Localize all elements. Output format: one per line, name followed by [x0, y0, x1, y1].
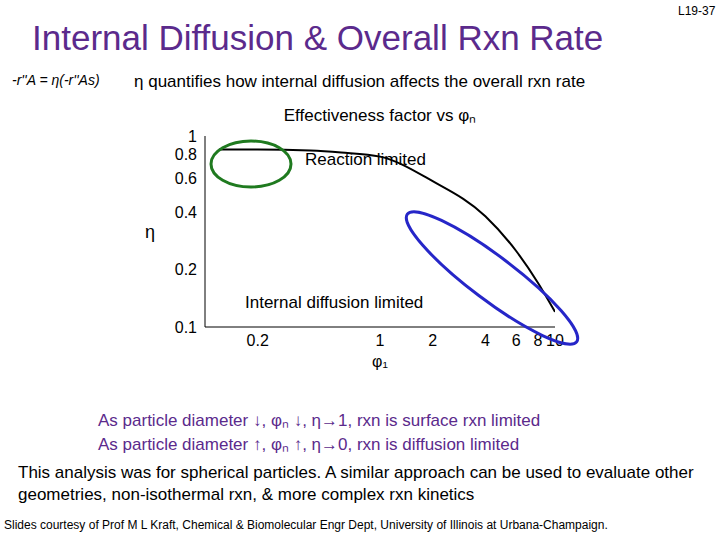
svg-text:4: 4	[481, 332, 490, 349]
svg-text:2: 2	[428, 332, 437, 349]
svg-text:0.8: 0.8	[175, 146, 197, 163]
svg-text:6: 6	[512, 332, 521, 349]
html-text:Internal diffusion limited: Internal diffusion limited	[245, 293, 424, 312]
html-text:L19-37: L19-37	[678, 4, 716, 18]
html-text:This analysis was for spherica: This analysis was for spherical particle…	[18, 463, 694, 504]
svg-text:φ₁: φ₁	[372, 353, 388, 370]
svg-text:8: 8	[534, 332, 543, 349]
svg-text:0.6: 0.6	[175, 170, 197, 187]
html-text:Internal Diffusion & Overall R: Internal Diffusion & Overall Rxn Rate	[32, 18, 604, 57]
svg-text:0.2: 0.2	[247, 332, 269, 349]
html-text:Slides courtesy of Prof M L Kr: Slides courtesy of Prof M L Kraft, Chemi…	[4, 518, 608, 532]
html-text:η quantifies how internal diff: η quantifies how internal diffusion affe…	[134, 72, 586, 91]
svg-text:0.4: 0.4	[175, 204, 197, 221]
html-text:As particle diameter ↑, φₙ ↑,: As particle diameter ↑, φₙ ↑, η→0, rxn i…	[98, 435, 520, 454]
html-text:Reaction limited: Reaction limited	[305, 150, 426, 169]
svg-text:1: 1	[188, 128, 197, 145]
svg-text:10: 10	[546, 332, 564, 349]
svg-text:η: η	[145, 222, 155, 242]
html-text:-r''A = η(-r''As): -r''A = η(-r''As)	[12, 72, 100, 88]
svg-text:0.2: 0.2	[175, 261, 197, 278]
svg-text:1: 1	[376, 332, 385, 349]
html-text:Effectiveness factor vs φₙ: Effectiveness factor vs φₙ	[283, 106, 477, 125]
html-text:As particle diameter ↓, φₙ ↓,: As particle diameter ↓, φₙ ↓, η→1, rxn i…	[98, 411, 541, 430]
svg-text:0.1: 0.1	[175, 319, 197, 336]
